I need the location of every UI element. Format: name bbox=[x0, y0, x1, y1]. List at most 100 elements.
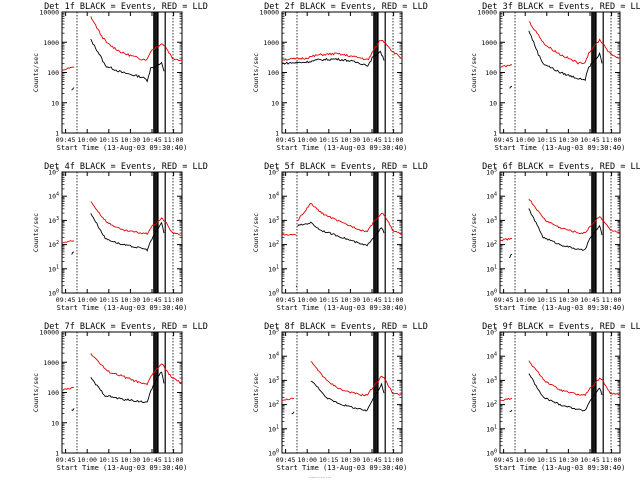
x-tick-label: 09:45 bbox=[56, 136, 76, 144]
series-events-line bbox=[297, 221, 385, 247]
y-tick-label: 102 bbox=[268, 240, 279, 249]
panel-9: Det 9f BLACK = Events, RED = LLD 100 101 10… bbox=[470, 322, 640, 472]
plot-frame bbox=[281, 331, 403, 454]
y-tick-label: 102 bbox=[486, 400, 497, 409]
x-tick-label: 10:45 bbox=[580, 296, 600, 304]
x-tick-label: 10:45 bbox=[142, 456, 162, 464]
series-lld-line bbox=[528, 198, 621, 235]
x-tick-label: 09:45 bbox=[494, 456, 514, 464]
y-tick-label: 100 bbox=[267, 69, 279, 77]
x-tick-label: 11:00 bbox=[602, 136, 622, 144]
x-tick-label: 10:30 bbox=[121, 296, 141, 304]
x-tick-label: 10:00 bbox=[515, 136, 535, 144]
x-tick-label: 11:00 bbox=[384, 456, 404, 464]
panel-title: Det 2f BLACK = Events, RED = LLD bbox=[264, 2, 428, 12]
x-tick-label: 10:00 bbox=[297, 456, 317, 464]
y-tick-label: 104 bbox=[268, 192, 279, 201]
x-tick-label: 10:45 bbox=[142, 136, 162, 144]
x-tick-label: 11:00 bbox=[384, 296, 404, 304]
x-axis-label: Start Time (13-Aug-03 09:30:40) bbox=[57, 304, 188, 312]
x-tick-label: 10:30 bbox=[559, 296, 579, 304]
x-tick-label: 09:45 bbox=[276, 456, 296, 464]
y-tick-label: 10000 bbox=[39, 329, 59, 337]
panel-title: Det 5f BLACK = Events, RED = LLD bbox=[264, 162, 428, 172]
series-lld-line bbox=[281, 397, 295, 401]
y-tick-label: 105 bbox=[48, 168, 59, 177]
y-tick-label: 101 bbox=[268, 424, 279, 433]
x-tick-label: 09:45 bbox=[276, 296, 296, 304]
series-lld-line bbox=[61, 66, 75, 71]
y-tick-label: 103 bbox=[268, 216, 279, 225]
x-tick-label: 10:00 bbox=[515, 296, 535, 304]
y-tick-label: 105 bbox=[268, 168, 279, 177]
y-tick-label: 104 bbox=[486, 352, 497, 361]
series-events-line bbox=[71, 87, 75, 91]
x-tick-label: 09:45 bbox=[56, 456, 76, 464]
x-tick-label: 10:15 bbox=[319, 136, 339, 144]
y-tick-label: 101 bbox=[268, 264, 279, 273]
y-axis-label: Counts/sec bbox=[470, 53, 478, 92]
panel-title: Det 4f BLACK = Events, RED = LLD bbox=[44, 162, 208, 172]
x-tick-label: 10:30 bbox=[121, 456, 141, 464]
series-events-line bbox=[90, 371, 165, 404]
x-tick-label: 10:30 bbox=[559, 136, 579, 144]
series-events-line bbox=[528, 30, 603, 82]
y-axis-label: Counts/sec bbox=[252, 53, 260, 92]
y-tick-label: 104 bbox=[268, 352, 279, 361]
y-axis-label: Counts/sec bbox=[32, 373, 40, 412]
series-events-line bbox=[291, 411, 295, 415]
panel-title: Det 8f BLACK = Events, RED = LLD bbox=[264, 322, 428, 332]
series-events-line bbox=[310, 380, 385, 412]
x-tick-label: 10:30 bbox=[341, 136, 361, 144]
panel-3: Det 3f BLACK = Events, RED = LLD 1 10 100 10… bbox=[470, 2, 640, 152]
panel-8: Det 8f BLACK = Events, RED = LLD 100 101 10… bbox=[252, 322, 428, 472]
series-lld-line bbox=[499, 397, 513, 401]
series-events-line bbox=[71, 251, 75, 255]
x-tick-label: 10:30 bbox=[559, 456, 579, 464]
series-lld-line bbox=[61, 386, 75, 391]
panel-2: Det 2f BLACK = Events, RED = LLD 1 10 100 10… bbox=[252, 2, 428, 152]
x-tick-label: 10:00 bbox=[77, 296, 97, 304]
panel-title: Det 3f BLACK = Events, RED = LLD bbox=[482, 2, 640, 12]
series-lld-line bbox=[499, 237, 513, 242]
x-tick-label: 10:15 bbox=[99, 456, 119, 464]
x-tick-label: 10:15 bbox=[99, 136, 119, 144]
plot-frame bbox=[61, 171, 183, 294]
x-tick-label: 10:00 bbox=[297, 296, 317, 304]
y-tick-label: 101 bbox=[48, 264, 59, 273]
x-tick-label: 09:45 bbox=[56, 296, 76, 304]
y-tick-label: 100 bbox=[47, 69, 59, 77]
y-axis-label: Counts/sec bbox=[32, 53, 40, 92]
panel-title: Det 9f BLACK = Events, RED = LLD bbox=[482, 322, 640, 332]
plot-frame bbox=[499, 331, 621, 454]
y-tick-label: 104 bbox=[48, 192, 59, 201]
series-events-line bbox=[90, 38, 165, 83]
y-tick-label: 105 bbox=[486, 168, 497, 177]
y-tick-label: 100 bbox=[268, 449, 279, 458]
x-tick-label: 10:45 bbox=[362, 296, 382, 304]
y-tick-label: 105 bbox=[486, 328, 497, 337]
series-lld-line bbox=[499, 64, 513, 68]
x-axis-label: Start Time (13-Aug-03 09:30:40) bbox=[277, 144, 408, 152]
x-tick-label: 10:15 bbox=[319, 456, 339, 464]
x-tick-label: 10:45 bbox=[362, 456, 382, 464]
x-tick-label: 10:15 bbox=[319, 296, 339, 304]
series-events-line bbox=[509, 253, 513, 259]
plot-frame bbox=[281, 11, 403, 134]
panel-4: Det 4f BLACK = Events, RED = LLD 100 101 10… bbox=[32, 162, 208, 312]
y-axis-label: Counts/sec bbox=[470, 373, 478, 412]
series-lld-line bbox=[61, 240, 75, 244]
x-tick-label: 11:00 bbox=[164, 296, 184, 304]
y-tick-label: 100 bbox=[486, 289, 497, 298]
x-tick-label: 10:45 bbox=[362, 136, 382, 144]
series-events-line bbox=[509, 409, 513, 413]
series-events-line bbox=[71, 408, 75, 411]
y-tick-label: 10 bbox=[489, 99, 497, 107]
series-lld-line bbox=[90, 201, 183, 236]
y-tick-label: 10 bbox=[271, 99, 279, 107]
x-axis-label: Start Time (13-Aug-03 09:30:40) bbox=[277, 304, 408, 312]
y-tick-label: 10000 bbox=[259, 9, 279, 17]
y-tick-label: 102 bbox=[268, 400, 279, 409]
y-tick-label: 102 bbox=[48, 240, 59, 249]
